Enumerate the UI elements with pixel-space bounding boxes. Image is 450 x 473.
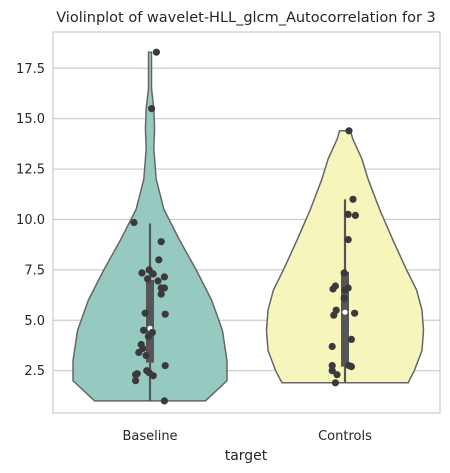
y-tick-label: 2.5 — [24, 364, 45, 379]
x-tick-label-baseline: Baseline — [122, 429, 177, 444]
iqr-box-controls — [341, 271, 349, 367]
data-point — [142, 351, 150, 360]
x-tick-labels: Baseline Controls — [122, 429, 372, 444]
data-point — [328, 342, 336, 351]
data-point — [144, 332, 152, 340]
x-axis-label: target — [225, 448, 268, 464]
data-point — [331, 379, 339, 387]
data-point — [138, 269, 146, 277]
violins — [72, 51, 425, 402]
strip-points — [130, 48, 359, 405]
data-point — [161, 310, 169, 318]
data-point — [155, 256, 163, 264]
y-tick-label: 15.0 — [16, 112, 45, 127]
iqr-box-baseline — [146, 279, 154, 363]
data-point — [328, 367, 336, 375]
data-point — [140, 326, 148, 334]
data-point — [333, 371, 341, 379]
data-point — [341, 286, 349, 294]
data-point — [347, 335, 355, 343]
data-point — [345, 127, 353, 135]
data-point — [340, 269, 348, 277]
data-point — [157, 238, 165, 246]
data-point — [160, 397, 168, 405]
data-point — [351, 211, 359, 219]
median-marker-controls — [342, 309, 348, 315]
y-tick-labels: 2.5 5.0 7.5 10.0 12.5 15.0 17.5 — [16, 62, 45, 379]
data-point — [149, 372, 157, 380]
data-point — [130, 218, 138, 227]
data-point — [144, 275, 152, 283]
y-tick-label: 17.5 — [16, 62, 45, 77]
data-point — [347, 363, 355, 371]
data-point — [351, 309, 359, 317]
data-point — [340, 294, 348, 302]
data-point — [149, 270, 157, 278]
data-point — [349, 195, 357, 203]
data-point — [154, 277, 162, 285]
chart-title: Violinplot of wavelet-HLL_glcm_Autocorre… — [56, 10, 436, 26]
data-point — [141, 309, 149, 317]
data-point — [329, 285, 337, 293]
data-point — [161, 362, 169, 370]
data-point — [132, 377, 140, 385]
data-point — [148, 105, 156, 113]
data-point — [330, 311, 338, 319]
y-tick-label: 12.5 — [16, 163, 45, 178]
x-tick-label-controls: Controls — [318, 429, 372, 444]
plot-frame — [52, 31, 441, 414]
data-point — [152, 48, 160, 56]
y-tick-label: 7.5 — [24, 263, 45, 278]
y-tick-label: 10.0 — [16, 213, 45, 228]
y-tick-label: 5.0 — [24, 314, 45, 329]
data-point — [160, 273, 168, 281]
data-point — [132, 371, 140, 379]
data-point — [135, 348, 143, 357]
data-point — [157, 290, 165, 298]
data-point — [344, 210, 352, 218]
data-point — [328, 362, 336, 370]
data-point — [344, 236, 352, 244]
data-point — [160, 284, 168, 292]
